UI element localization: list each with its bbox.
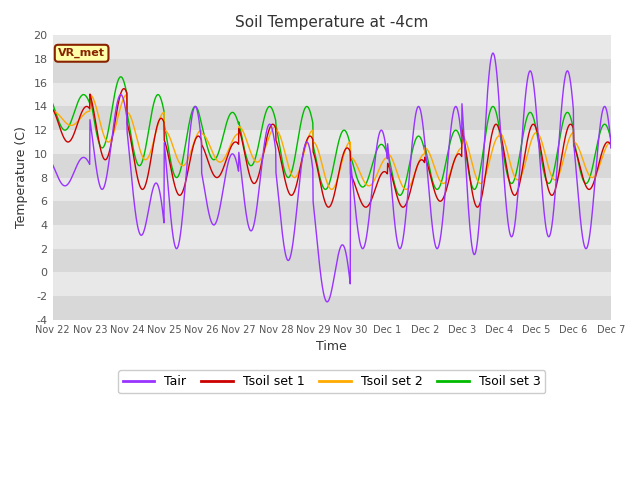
Tair: [607, 145, 614, 151]
Tsoil set 3: [591, 152, 599, 157]
Tsoil set 3: [321, 186, 328, 192]
Legend: Tair, Tsoil set 1, Tsoil set 2, Tsoil set 3: Tair, Tsoil set 1, Tsoil set 2, Tsoil se…: [118, 370, 545, 393]
Tsoil set 3: [77, 93, 85, 99]
Bar: [52, 272, 611, 296]
Line: Tsoil set 1: Tsoil set 1: [52, 89, 611, 207]
Bar: [52, 225, 611, 249]
Bar: [52, 59, 611, 83]
Tair: [489, 50, 497, 56]
Tsoil set 2: [49, 108, 56, 114]
Bar: [52, 154, 611, 178]
Tsoil set 2: [591, 173, 599, 179]
Tsoil set 2: [77, 115, 85, 120]
Tair: [49, 162, 56, 168]
Tsoil set 2: [403, 187, 410, 192]
Tsoil set 1: [591, 175, 599, 181]
Tsoil set 1: [120, 86, 127, 92]
Tair: [323, 299, 331, 305]
Bar: [52, 249, 611, 272]
Y-axis label: Temperature (C): Temperature (C): [15, 127, 28, 228]
Line: Tsoil set 3: Tsoil set 3: [52, 77, 611, 195]
Tsoil set 2: [123, 92, 131, 97]
Tsoil set 1: [591, 176, 599, 182]
Tsoil set 3: [117, 74, 125, 80]
Tsoil set 1: [77, 111, 85, 117]
Tsoil set 3: [49, 101, 56, 107]
Tsoil set 2: [591, 172, 599, 178]
Bar: [52, 83, 611, 107]
Tair: [591, 180, 599, 185]
Tsoil set 3: [607, 136, 614, 142]
Tsoil set 3: [306, 107, 314, 113]
Tsoil set 3: [396, 192, 404, 198]
Tair: [77, 156, 85, 162]
Line: Tair: Tair: [52, 53, 611, 302]
Tair: [305, 144, 313, 149]
Line: Tsoil set 2: Tsoil set 2: [52, 95, 611, 190]
Tsoil set 3: [489, 104, 497, 109]
Text: VR_met: VR_met: [58, 48, 105, 59]
Tsoil set 1: [607, 142, 614, 148]
Tsoil set 1: [489, 128, 497, 133]
Tsoil set 1: [321, 197, 328, 203]
Bar: [52, 178, 611, 201]
Tsoil set 2: [489, 146, 497, 152]
Tair: [591, 176, 599, 182]
Tsoil set 1: [399, 204, 407, 210]
Tsoil set 1: [306, 133, 314, 139]
Bar: [52, 107, 611, 130]
Tair: [320, 292, 328, 298]
X-axis label: Time: Time: [316, 340, 347, 353]
Bar: [52, 201, 611, 225]
Tsoil set 3: [591, 153, 599, 159]
Tsoil set 2: [306, 132, 314, 137]
Tair: [488, 51, 496, 57]
Tsoil set 2: [321, 170, 328, 176]
Bar: [52, 130, 611, 154]
Title: Soil Temperature at -4cm: Soil Temperature at -4cm: [235, 15, 428, 30]
Bar: [52, 36, 611, 59]
Bar: [52, 296, 611, 320]
Tsoil set 2: [607, 139, 614, 145]
Tsoil set 1: [49, 106, 56, 112]
